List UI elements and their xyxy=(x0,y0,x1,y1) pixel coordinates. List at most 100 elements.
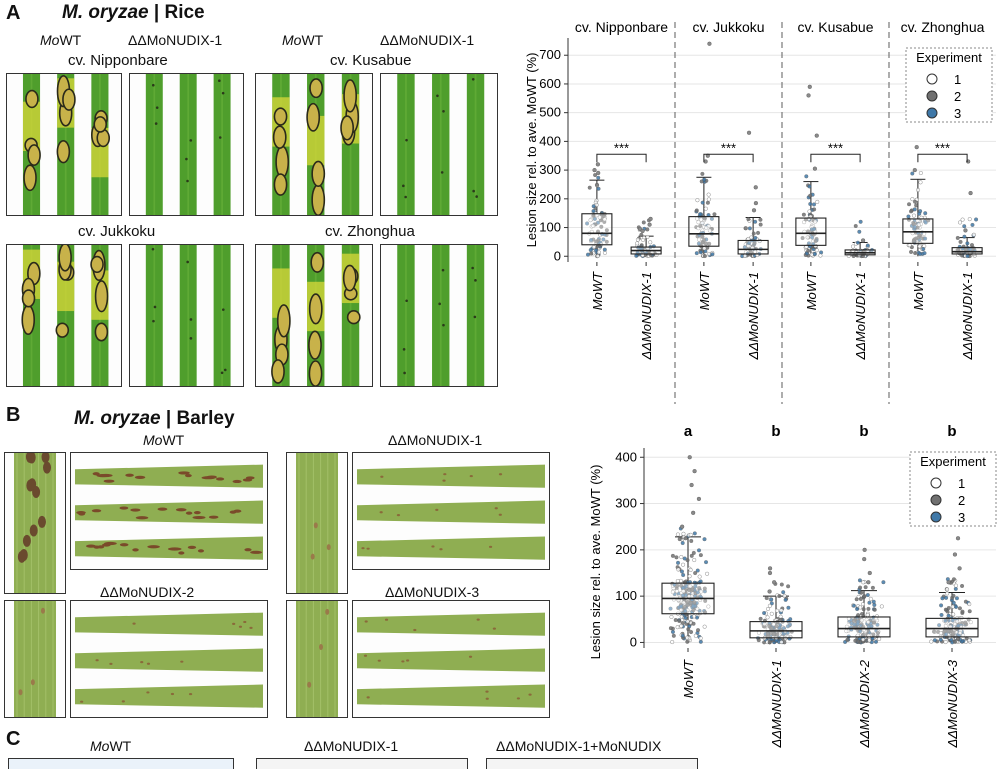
data-point xyxy=(702,246,707,251)
data-point xyxy=(682,604,687,609)
data-point xyxy=(585,221,590,226)
data-point xyxy=(916,187,921,192)
data-point xyxy=(918,171,923,176)
data-point xyxy=(910,171,915,176)
closeup-lesion xyxy=(319,643,324,650)
panel-b-title: M. oryzae | Barley xyxy=(74,408,235,430)
barley-leaf xyxy=(357,612,545,636)
data-point xyxy=(870,585,875,590)
rice-photo-zhonghua-mutant xyxy=(380,244,498,387)
data-point xyxy=(950,631,955,636)
closeup-lesion xyxy=(41,453,50,464)
data-point xyxy=(668,626,673,631)
barley-leaf xyxy=(75,536,263,560)
rice-photo-zhonghua-wt xyxy=(255,244,373,387)
barley-lesion xyxy=(384,618,389,621)
data-point xyxy=(802,220,807,225)
barley-lesion xyxy=(192,515,206,520)
data-point xyxy=(956,623,961,628)
data-point xyxy=(758,217,763,222)
data-point xyxy=(687,574,692,579)
closeup-lesion xyxy=(19,548,28,561)
data-point xyxy=(779,640,784,645)
lesion xyxy=(306,102,321,132)
barley-closeup-mutant-3 xyxy=(286,600,348,718)
panel-b-species: M. oryzae xyxy=(74,408,161,429)
x-tick-label: ΔΔMoNUDIX-1 xyxy=(639,272,654,361)
significance-stars: *** xyxy=(828,140,843,155)
data-point xyxy=(875,622,880,627)
barley-lesion xyxy=(232,622,236,625)
data-point xyxy=(753,219,758,224)
cultivar-label-jukkoku: cv. Jukkoku xyxy=(78,223,156,240)
barley-closeup-leaf xyxy=(14,601,56,717)
barley-lesion xyxy=(208,515,219,519)
outlier-point xyxy=(862,547,867,552)
closeup-lesion xyxy=(310,553,315,560)
barley-lesion xyxy=(435,508,439,511)
barley-lesion xyxy=(193,511,201,515)
data-point xyxy=(674,589,679,594)
data-point xyxy=(670,590,675,595)
lesion-fleck xyxy=(472,189,475,193)
data-point xyxy=(758,222,763,227)
closeup-lesion xyxy=(26,479,35,492)
data-point xyxy=(682,556,687,561)
outlier-point xyxy=(689,482,694,488)
barley-lesion xyxy=(379,511,383,514)
lesion-fleck xyxy=(153,305,157,309)
barley-lesion xyxy=(140,661,144,664)
data-point xyxy=(865,243,870,248)
barley-lesion xyxy=(516,697,521,700)
data-point xyxy=(670,640,675,645)
lesion-fleck xyxy=(475,195,478,198)
significance-bracket xyxy=(917,153,968,163)
outlier-point xyxy=(860,238,866,243)
leaf-midrib xyxy=(153,245,156,386)
data-point xyxy=(965,241,970,246)
data-point xyxy=(635,237,640,242)
barley-lesion xyxy=(364,620,368,623)
data-point xyxy=(635,241,640,246)
barley-lesion xyxy=(363,654,368,657)
outlier-point xyxy=(866,580,871,585)
data-point xyxy=(771,622,776,627)
data-point xyxy=(597,215,602,220)
photo-illustration xyxy=(71,453,267,569)
data-point xyxy=(774,608,779,613)
data-point xyxy=(673,618,678,623)
data-point xyxy=(705,571,710,576)
lesion xyxy=(58,245,72,272)
data-point xyxy=(696,628,701,633)
data-point xyxy=(943,640,948,645)
barley-lesion xyxy=(146,691,150,694)
barley-leaves-mowt xyxy=(70,452,268,570)
photo-illustration xyxy=(381,245,497,386)
facet-label: cv. Zhonghua xyxy=(901,19,985,35)
lesion xyxy=(25,89,39,109)
lesion xyxy=(308,360,323,386)
data-point xyxy=(855,621,860,626)
barley-lesion xyxy=(206,475,217,479)
data-point xyxy=(706,197,711,202)
outlier-point xyxy=(957,566,962,571)
closeup-lesion xyxy=(18,689,23,696)
data-point xyxy=(938,637,943,642)
data-point xyxy=(873,639,878,644)
legend-marker xyxy=(926,90,938,102)
data-point xyxy=(591,245,596,250)
data-point xyxy=(951,593,956,598)
header-mutant-left: ΔΔMoNUDIX-1 xyxy=(128,32,223,48)
closeup-lesion xyxy=(43,461,52,474)
data-point xyxy=(685,603,690,608)
data-point xyxy=(692,600,697,605)
data-point xyxy=(769,597,774,602)
outlier-point xyxy=(862,557,867,562)
lesion-fleck xyxy=(471,77,475,81)
barley-lesion xyxy=(197,549,205,553)
leaf-midrib xyxy=(221,74,223,215)
data-point xyxy=(595,254,600,259)
barley-lesion xyxy=(175,508,187,512)
x-tick-label: MoWT xyxy=(590,271,605,310)
lesion xyxy=(340,115,354,141)
